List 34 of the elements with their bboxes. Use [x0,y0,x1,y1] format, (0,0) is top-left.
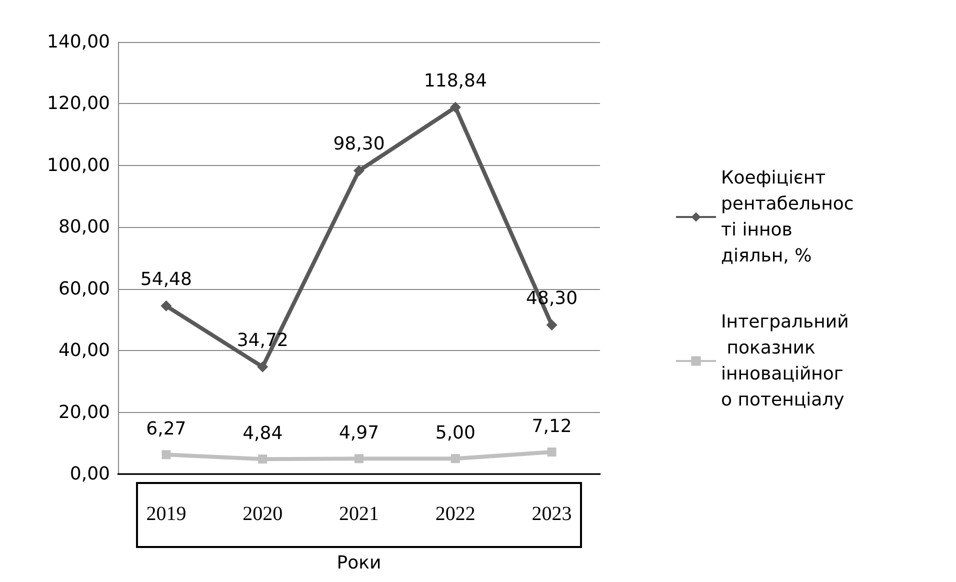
point [160,300,172,312]
x-tick-label: 2023 [532,503,572,525]
x-axis-title: Роки [336,552,382,574]
point [354,454,364,464]
x-tick-label: 2019 [146,503,186,525]
data-label: 98,30 [333,134,385,155]
y-tick-label: 140,00 [47,32,110,52]
point [450,454,460,464]
point [257,361,268,372]
point [546,319,558,330]
x-tick-label: 2021 [339,503,379,525]
data-label: 118,84 [424,70,487,92]
y-tick-label: 60,00 [58,278,110,300]
point [450,102,461,113]
point [354,165,364,176]
point [547,448,556,457]
legend-label: Інтегральний показник інноваційного потенціалу [721,312,849,410]
legend-label: Коефіцієнт рентабельності іннов діяльн, % [721,168,854,266]
data-label: 4,97 [338,422,380,444]
x-tick-label: 2022 [435,503,476,525]
data-label: 4,84 [242,423,283,444]
point [258,454,268,464]
y-tick-label: 40,00 [58,340,110,362]
y-tick-label: 100,00 [47,154,110,176]
y-tick-label: 0,00 [70,464,110,484]
y-tick-label: 20,00 [58,402,110,423]
point [162,450,171,460]
data-label: 6,27 [146,418,186,440]
data-label: 54,48 [140,268,192,290]
x-tick-label: 2020 [242,503,283,525]
data-label: 5,00 [435,422,476,444]
y-tick-label: 120,00 [47,93,110,114]
data-label: 7,12 [532,416,572,438]
y-tick-label: 80,00 [58,216,110,238]
